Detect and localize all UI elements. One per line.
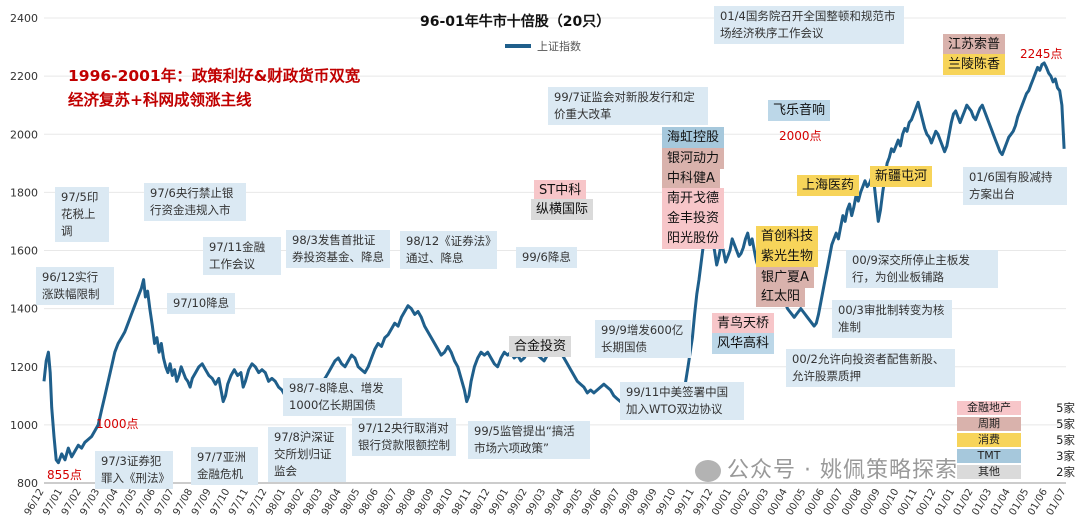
stock-tag: 青鸟天桥	[712, 313, 775, 334]
stock-tag: 飞乐音响	[768, 100, 831, 121]
category-swatch-other: 其他	[957, 465, 1021, 479]
y-tick-label: 2000	[10, 128, 38, 141]
annotation: 99/7证监会对新股发行和定价重大改革	[548, 87, 708, 125]
headline-line-2: 经济复苏+科网成领涨主线	[68, 91, 252, 109]
annotation: 96/12实行涨跌幅限制	[36, 267, 114, 305]
category-legend-row: TMT 3家	[957, 448, 1075, 464]
category-count: 2家	[1056, 465, 1075, 479]
annotation: 99/5监管提出“搞活市场六项政策”	[468, 421, 590, 459]
annotation: 00/2允许向投资者配售新股、允许股票质押	[786, 349, 955, 387]
category-legend-row: 金融地产 5家	[957, 400, 1075, 416]
stock-tag: 红太阳	[756, 286, 806, 307]
wechat-icon	[695, 460, 721, 482]
point-label-1000: 1000点	[96, 417, 139, 431]
annotation: 98/7-8降息、增发1000亿长期国债	[283, 378, 402, 416]
category-legend-row: 消费 5家	[957, 432, 1075, 448]
y-tick-label: 2200	[10, 70, 38, 83]
category-swatch-tmt: TMT	[957, 449, 1021, 463]
y-tick-label: 1400	[10, 303, 38, 316]
annotation: 97/6央行禁止银行资金违规入市	[144, 183, 246, 221]
category-swatch-cyclical: 周期	[957, 417, 1021, 431]
category-count: 5家	[1056, 433, 1075, 447]
point-label-2000: 2000点	[779, 129, 822, 143]
stock-tag: 南开戈德	[662, 188, 725, 209]
y-tick-label: 1200	[10, 361, 38, 374]
annotation: 00/9深交所停止主板发行，为创业板铺路	[846, 250, 998, 288]
category-count: 5家	[1056, 417, 1075, 431]
y-tick-label: 800	[17, 477, 38, 490]
category-count: 5家	[1056, 401, 1075, 415]
point-label-2245: 2245点	[1020, 47, 1063, 61]
stock-tag: 兰陵陈香	[943, 54, 1006, 75]
stock-tag: 紫光生物	[756, 246, 819, 267]
legend-swatch	[505, 44, 531, 48]
stock-tag: 合金投资	[509, 336, 572, 357]
y-axis: 800 1000 1200 1400 1600 1800 2000 2200 2400	[10, 12, 38, 490]
chart-title: 96-01年牛市十倍股（20只）	[420, 14, 611, 30]
annotation: 98/3发售首批证券投资基金、降息	[286, 230, 390, 268]
stock-tag: 中科健A	[662, 168, 720, 189]
stock-tag: 江苏索普	[943, 34, 1006, 55]
category-swatch-finance: 金融地产	[957, 401, 1021, 415]
annotation: 99/11中美签署中国加入WTO双边协议	[620, 382, 744, 420]
stock-tag: 首创科技	[756, 226, 819, 247]
legend-label: 上证指数	[537, 40, 581, 53]
annotation: 97/8沪深证交所划归证监会	[268, 427, 346, 482]
y-tick-label: 2400	[10, 12, 38, 25]
stock-tag: 金丰投资	[662, 208, 725, 229]
y-tick-label: 1600	[10, 245, 38, 258]
y-tick-label: 1800	[10, 186, 38, 199]
stock-tag: 银广夏A	[756, 267, 814, 288]
category-legend-row: 周期 5家	[957, 416, 1075, 432]
annotation: 99/6降息	[516, 247, 577, 268]
annotation: 97/10降息	[167, 293, 236, 314]
stock-tag: 上海医药	[797, 175, 860, 196]
annotation: 97/11金融工作会议	[203, 237, 281, 275]
series-legend: 上证指数	[505, 38, 581, 54]
category-swatch-consumer: 消费	[957, 433, 1021, 447]
stock-tag: ST中科	[534, 180, 587, 201]
annotation: 01/4国务院召开全国整顿和规范市场经济秩序工作会议	[714, 6, 904, 44]
stock-tag: 海虹控股	[662, 127, 725, 148]
headline-line-1: 1996-2001年：政策利好&财政货币双宽	[68, 67, 361, 85]
annotation: 98/12《证券法》通过、降息	[400, 231, 497, 269]
stock-tag: 阳光股份	[662, 228, 725, 249]
annotation: 00/3审批制转变为核准制	[832, 300, 952, 338]
watermark: 公众号 · 姚佩策略探索	[695, 452, 958, 484]
stock-tag: 银河动力	[662, 148, 725, 169]
min-point-label: 855点	[47, 468, 82, 482]
x-axis: 96/1297/0197/0297/0397/0497/0597/0697/07…	[23, 482, 1069, 517]
annotation: 97/12央行取消对银行贷款限额控制	[352, 418, 456, 456]
annotation: 97/3证券犯罪入《刑法》	[95, 451, 173, 489]
y-tick-label: 1000	[10, 419, 38, 432]
watermark-text: 公众号 · 姚佩策略探索	[727, 458, 958, 483]
headline: 1996-2001年：政策利好&财政货币双宽 经济复苏+科网成领涨主线	[68, 64, 360, 112]
stock-tag: 纵横国际	[531, 199, 594, 220]
annotation: 01/6国有股减持方案出台	[963, 167, 1067, 205]
category-count: 3家	[1056, 449, 1075, 463]
annotation: 99/9增发600亿长期国债	[595, 320, 691, 358]
category-legend: 金融地产 5家 周期 5家 消费 5家 TMT 3家 其他 2家	[957, 400, 1075, 480]
stock-tag: 风华高科	[712, 333, 775, 354]
annotation: 97/5印花税上调	[55, 187, 109, 242]
stock-tag: 新疆屯河	[870, 166, 933, 187]
category-legend-row: 其他 2家	[957, 464, 1075, 480]
annotation: 97/7亚洲金融危机	[191, 447, 258, 485]
